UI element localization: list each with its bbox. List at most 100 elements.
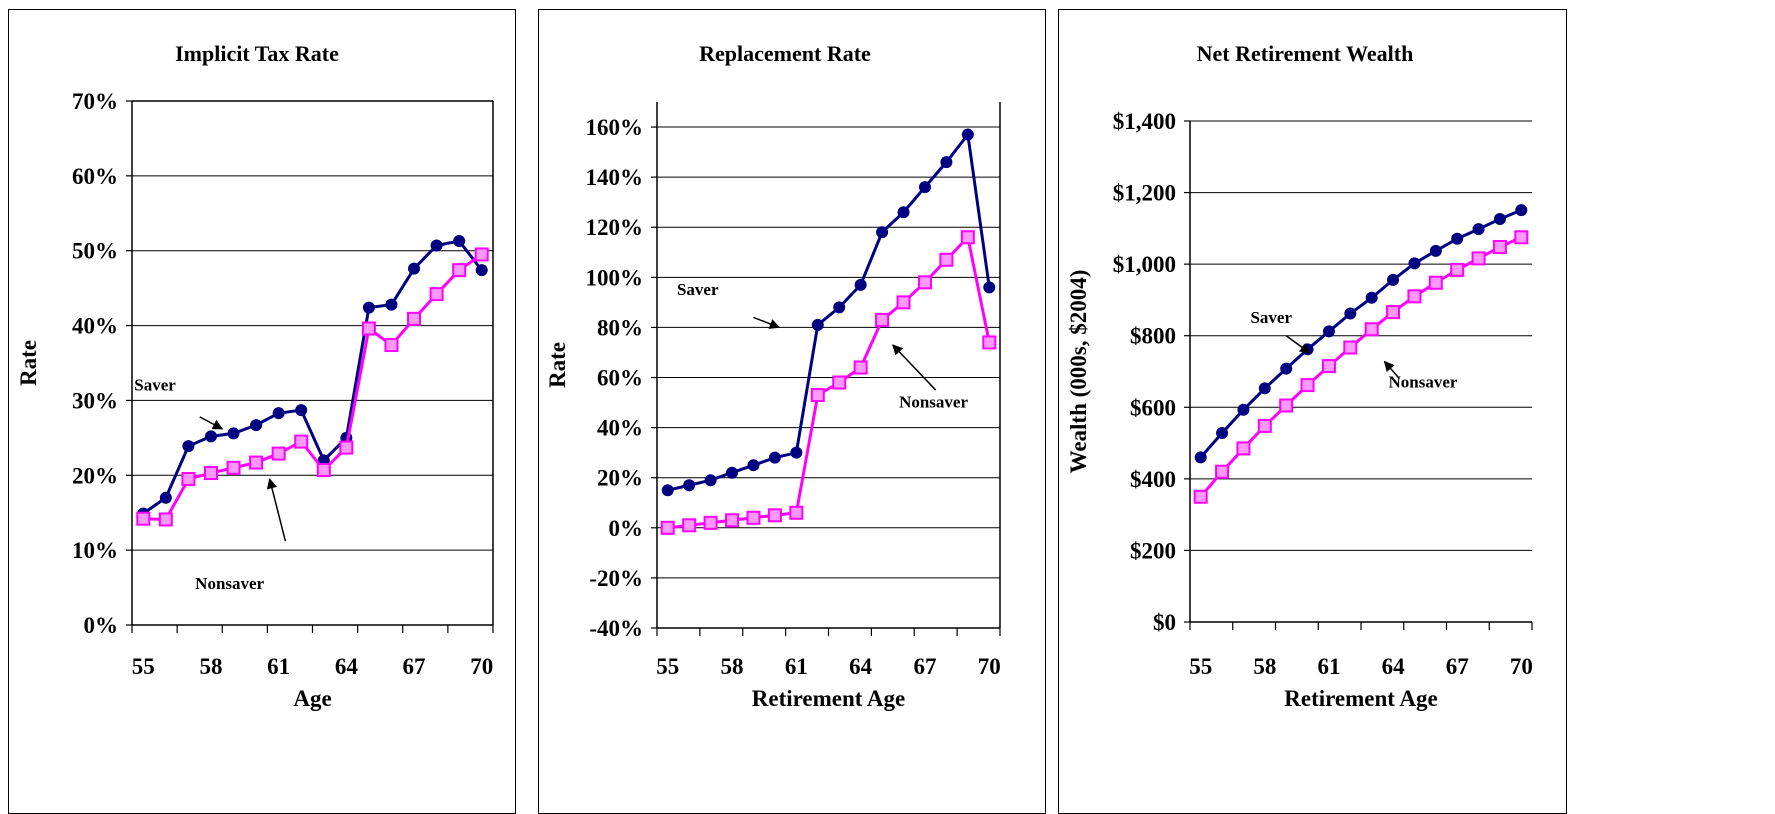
y-tick-label: $1,200	[1113, 181, 1176, 206]
nonsaver-data-point	[1321, 359, 1336, 374]
y-tick-label: 160%	[586, 115, 644, 140]
saver-data-point	[940, 156, 953, 169]
x-tick-label: 61	[785, 654, 808, 679]
y-tick-label: 120%	[586, 215, 644, 240]
saver-data-point	[1237, 403, 1250, 416]
saver-data-point	[1493, 213, 1506, 226]
x-tick-label: 58	[199, 654, 222, 679]
x-tick-label: 70	[1510, 654, 1533, 679]
nonsaver-data-point	[1279, 398, 1294, 413]
saver-series-line	[667, 130, 991, 492]
nonsaver-data-point	[660, 520, 675, 535]
annotation-arrow	[753, 316, 781, 329]
saver-data-point	[876, 226, 889, 239]
y-tick-label: 10%	[72, 538, 118, 563]
saver-data-point	[362, 301, 375, 314]
saver-data-point	[854, 278, 867, 291]
nonsaver-data-point	[703, 515, 718, 530]
y-tick-label: $600	[1130, 395, 1176, 420]
saver-data-point	[811, 318, 824, 331]
x-tick-label: 67	[1446, 654, 1469, 679]
saver-data-point	[250, 419, 263, 432]
saver-data-point	[272, 407, 285, 420]
saver-data-point	[790, 446, 803, 459]
nonsaver-data-point	[767, 508, 782, 523]
y-tick-label: 100%	[586, 265, 644, 290]
saver-data-point	[1280, 362, 1293, 375]
nonsaver-data-point	[181, 472, 196, 487]
saver-data-point	[1344, 307, 1357, 320]
saver-data-point	[918, 181, 931, 194]
nonsaver-data-point	[960, 230, 975, 245]
y-tick-label: $1,000	[1113, 252, 1176, 277]
nonsaver-data-point	[316, 463, 331, 478]
y-tick-label: -20%	[589, 566, 643, 591]
annotation-label: Nonsaver	[195, 574, 264, 593]
nonsaver-data-point	[1364, 322, 1379, 337]
annotation-label: Nonsaver	[899, 393, 968, 412]
replacement-rate-panel: Replacement Rate -40% -20% 0% 20% 40% 60% 80% 10…	[538, 9, 1046, 814]
y-tick-label: 140%	[586, 165, 644, 190]
saver-data-point	[204, 430, 217, 443]
saver-data-point	[159, 491, 172, 504]
saver-data-point	[897, 206, 910, 219]
nonsaver-data-point	[1257, 418, 1272, 433]
nonsaver-data-point	[810, 388, 825, 403]
nonsaver-data-point	[1428, 275, 1443, 290]
y-tick-label: $1,400	[1113, 109, 1176, 134]
saver-data-point	[726, 466, 739, 479]
nonsaver-series-line	[143, 253, 483, 521]
nonsaver-data-point	[1492, 239, 1507, 254]
x-axis-label: Age	[293, 686, 331, 711]
saver-data-point	[453, 234, 466, 247]
x-tick-label: 61	[1317, 654, 1340, 679]
x-tick-label: 64	[849, 654, 873, 679]
nonsaver-data-point	[384, 338, 399, 353]
nonsaver-data-point	[1215, 464, 1230, 479]
nonsaver-data-point	[1386, 305, 1401, 320]
nonsaver-data-point	[746, 510, 761, 525]
saver-data-point	[1216, 427, 1229, 440]
x-tick-label: 55	[656, 654, 679, 679]
y-tick-label: $200	[1130, 538, 1176, 563]
x-tick-label: 64	[335, 654, 359, 679]
y-tick-label: 0%	[609, 516, 644, 541]
saver-data-point	[1451, 232, 1464, 245]
x-axis-label: Retirement Age	[1284, 686, 1438, 711]
saver-data-point	[1194, 451, 1207, 464]
chart-title: Net Retirement Wealth	[1197, 41, 1414, 66]
y-tick-label: 60%	[597, 366, 643, 391]
nonsaver-data-point	[339, 440, 354, 455]
saver-data-point	[1387, 273, 1400, 286]
annotation-label: Nonsaver	[1389, 373, 1458, 392]
x-tick-label: 55	[1189, 654, 1212, 679]
nonsaver-data-point	[853, 360, 868, 375]
nonsaver-data-point	[917, 275, 932, 290]
nonsaver-data-point	[452, 263, 467, 278]
nonsaver-data-point	[407, 311, 422, 326]
x-tick-label: 64	[1382, 654, 1406, 679]
nonsaver-data-point	[249, 455, 264, 470]
saver-data-point	[295, 404, 308, 417]
saver-data-point	[1472, 223, 1485, 236]
nonsaver-data-point	[1514, 230, 1529, 245]
saver-data-point	[227, 427, 240, 440]
saver-data-point	[1408, 257, 1421, 270]
y-axis-label: Wealth (000s, $2004)	[1066, 270, 1091, 474]
nonsaver-data-point	[982, 335, 997, 350]
annotation-arrow	[892, 344, 937, 391]
saver-data-point	[1429, 244, 1442, 257]
x-tick-label: 70	[470, 654, 493, 679]
y-tick-label: 40%	[597, 416, 643, 441]
x-tick-label: 61	[267, 654, 290, 679]
saver-data-point	[408, 262, 421, 275]
y-axis-label: Rate	[16, 340, 41, 386]
y-tick-label: $400	[1130, 467, 1176, 492]
annotation-arrow	[199, 416, 224, 430]
saver-data-point	[385, 298, 398, 311]
y-tick-label: 20%	[72, 463, 118, 488]
nonsaver-data-point	[361, 321, 376, 336]
nonsaver-data-point	[1343, 340, 1358, 355]
y-tick-label: 30%	[72, 388, 118, 413]
implicit-tax-rate-chart: Implicit Tax Rate 0% 10% 20% 30% 40% 50% 60% 70%…	[16, 41, 494, 711]
